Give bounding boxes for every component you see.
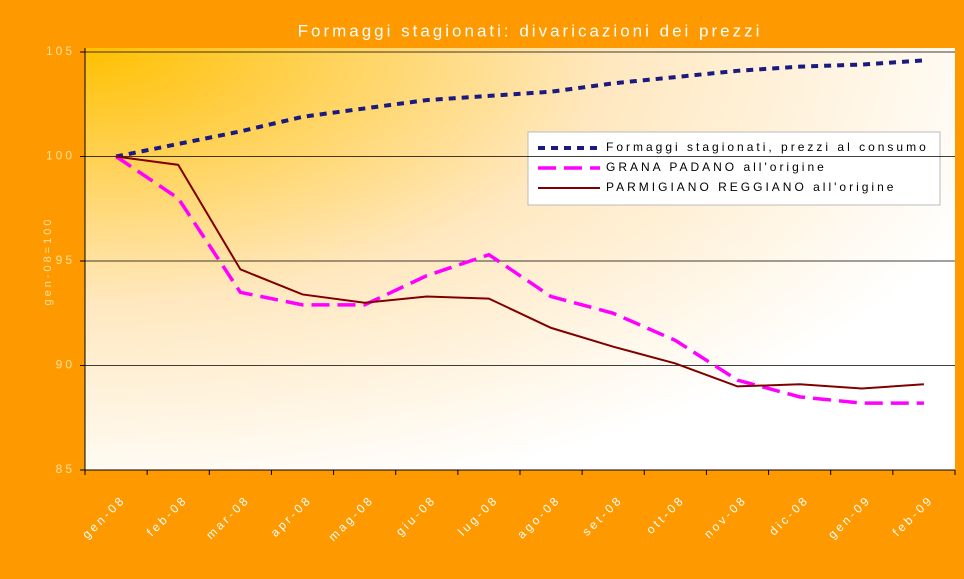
y-tick-label: 100 — [46, 149, 75, 163]
series-line — [115, 155, 924, 405]
series-line — [115, 58, 925, 159]
y-tick-label: 105 — [46, 44, 75, 58]
chart-title: Formaggi stagionati: divaricazioni dei p… — [298, 21, 763, 40]
y-tick-label: 95 — [56, 253, 75, 267]
series-line — [115, 155, 924, 390]
y-axis-label: gen-08=100 — [42, 216, 54, 305]
plot-area — [85, 48, 955, 470]
legend-label: PARMIGIANO REGGIANO all'origine — [606, 180, 896, 194]
legend-label: GRANA PADANO all'origine — [606, 160, 827, 174]
y-tick-label: 90 — [56, 358, 75, 372]
y-tick-label: 85 — [56, 462, 75, 476]
legend: Formaggi stagionati, prezzi al consumo GR… — [527, 131, 941, 206]
legend-label: Formaggi stagionati, prezzi al consumo — [606, 140, 929, 154]
